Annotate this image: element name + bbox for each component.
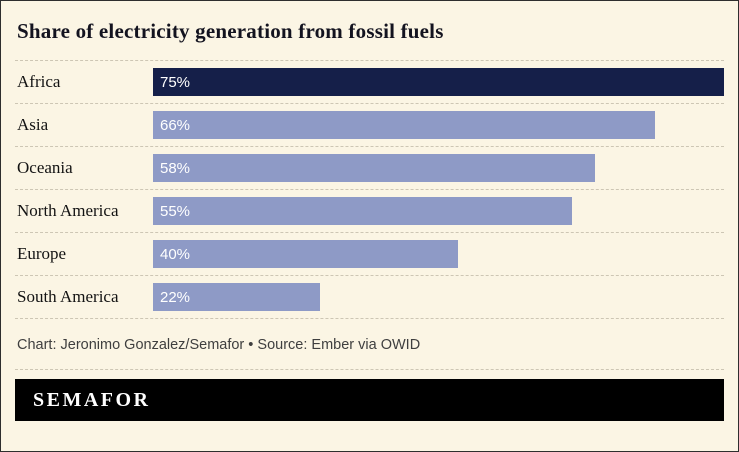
bar-track: 66% [153,111,724,139]
category-label: Asia [17,115,49,134]
bar-north-america: 55% [153,197,572,225]
category-label: Africa [17,72,61,91]
bar-value-label: 66% [160,116,191,134]
bar-value-label: 75% [160,73,191,91]
category-label: North America [17,201,119,220]
bar-track: 58% [153,154,724,182]
category-label: South America [17,287,119,306]
bar-value-label: 55% [160,202,191,220]
bar-track: 75% [153,68,724,96]
bar-oceania: 58% [153,154,595,182]
bar-track: 40% [153,240,724,268]
bar-europe: 40% [153,240,458,268]
chart-title: Share of electricity generation from fos… [17,19,444,43]
source-credit: Chart: Jeronimo Gonzalez/Semafor • Sourc… [15,319,724,370]
brand-bar: SEMAFOR [15,379,724,421]
category-label: Oceania [17,158,73,177]
chart-row: North America 55% [15,190,724,233]
bar-value-label: 22% [160,288,191,306]
bar-track: 22% [153,283,724,311]
chart-row: Africa 75% [15,61,724,104]
bar-chart: Africa 75% Asia 66% Oceania 58% North America 5… [15,60,724,319]
chart-row: Europe 40% [15,233,724,276]
bar-value-label: 40% [160,245,191,263]
chart-row: South America 22% [15,276,724,319]
category-label: Europe [17,244,67,263]
bar-asia: 66% [153,111,656,139]
bar-value-label: 58% [160,159,191,177]
chart-row: Asia 66% [15,104,724,147]
bar-south-america: 22% [153,283,321,311]
bar-track: 55% [153,197,724,225]
chart-row: Oceania 58% [15,147,724,190]
bar-africa: 75% [153,68,724,96]
semafor-logo: SEMAFOR [33,388,151,411]
